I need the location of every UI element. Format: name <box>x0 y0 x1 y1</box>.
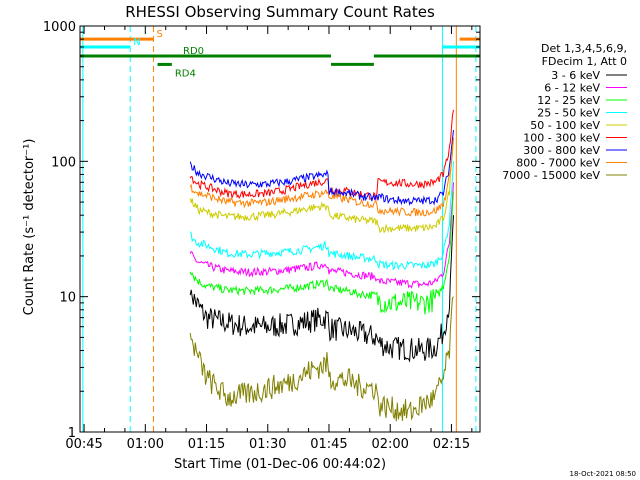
x-tick-label-1: 01:00 <box>127 437 164 452</box>
series-layer <box>189 109 454 422</box>
legend-label-0: 3 - 6 keV <box>551 69 600 82</box>
series-line-5-0 <box>189 109 454 200</box>
series-8 <box>189 296 454 422</box>
legend: Det 1,3,4,5,6,9,FDecim 1, Att 03 - 6 keV… <box>502 42 627 182</box>
series-line-1-0 <box>189 182 454 289</box>
vertical-markers <box>82 26 477 432</box>
plot-frame <box>79 25 481 433</box>
x-tick-label-3: 01:30 <box>249 437 286 452</box>
legend-label-5: 100 - 300 keV <box>523 132 600 145</box>
series-0 <box>189 215 454 363</box>
flag-label-rd0: RD0 <box>183 46 204 57</box>
x-axis: 00:45 01:00 01:15 01:30 01:45 02:00 02:15 <box>65 26 473 452</box>
series-3 <box>189 161 454 271</box>
series-6 <box>189 130 454 206</box>
y-tick-label-3: 1000 <box>43 20 76 35</box>
legend-label-1: 6 - 12 keV <box>544 82 600 95</box>
series-5 <box>189 109 454 200</box>
chart-title: RHESSI Observing Summary Count Rates <box>125 3 435 21</box>
y-tick-label-1: 10 <box>59 291 76 306</box>
series-1 <box>189 182 454 289</box>
series-line-4-0 <box>189 137 454 234</box>
flag-label-n: N <box>133 37 140 48</box>
legend-label-2: 12 - 25 keV <box>537 94 600 107</box>
footer-timestamp: 18-Oct-2021 08:50 <box>570 470 636 478</box>
flag-label-rd4: RD4 <box>175 68 196 79</box>
y-tick-label-2: 100 <box>51 155 76 170</box>
x-tick-label-0: 00:45 <box>65 437 102 452</box>
y-axis-label: Count Rate (s⁻¹ detector⁻¹) <box>22 139 37 316</box>
x-tick-label-5: 02:00 <box>371 437 408 452</box>
legend-label-7: 800 - 7000 keV <box>516 157 600 170</box>
y-tick-label-0: 1 <box>68 426 76 441</box>
flag-label-s: S <box>156 29 162 40</box>
x-tick-label-4: 01:45 <box>310 437 347 452</box>
series-7 <box>189 137 454 217</box>
series-line-2-0 <box>189 191 454 315</box>
series-line-7-0 <box>189 137 454 217</box>
series-line-0-0 <box>189 215 454 363</box>
legend-label-6: 300 - 800 keV <box>523 144 600 157</box>
legend-label-3: 25 - 50 keV <box>537 107 600 120</box>
legend-label-4: 50 - 100 keV <box>530 119 600 132</box>
series-line-3-0 <box>189 161 454 271</box>
x-tick-label-6: 02:15 <box>433 437 470 452</box>
series-line-8-0 <box>189 296 454 422</box>
y-axis: 1 10 100 1000 <box>43 20 480 441</box>
x-tick-label-2: 01:15 <box>188 437 225 452</box>
legend-header-1: FDecim 1, Att 0 <box>542 55 627 68</box>
series-2 <box>189 191 454 315</box>
series-line-6-0 <box>189 130 454 206</box>
x-axis-label: Start Time (01-Dec-06 00:44:02) <box>174 457 386 472</box>
flag-bars: S N RD0 RD4 <box>80 29 480 79</box>
series-4 <box>189 137 454 234</box>
legend-header-0: Det 1,3,4,5,6,9, <box>541 42 627 55</box>
legend-label-8: 7000 - 15000 keV <box>502 169 600 182</box>
